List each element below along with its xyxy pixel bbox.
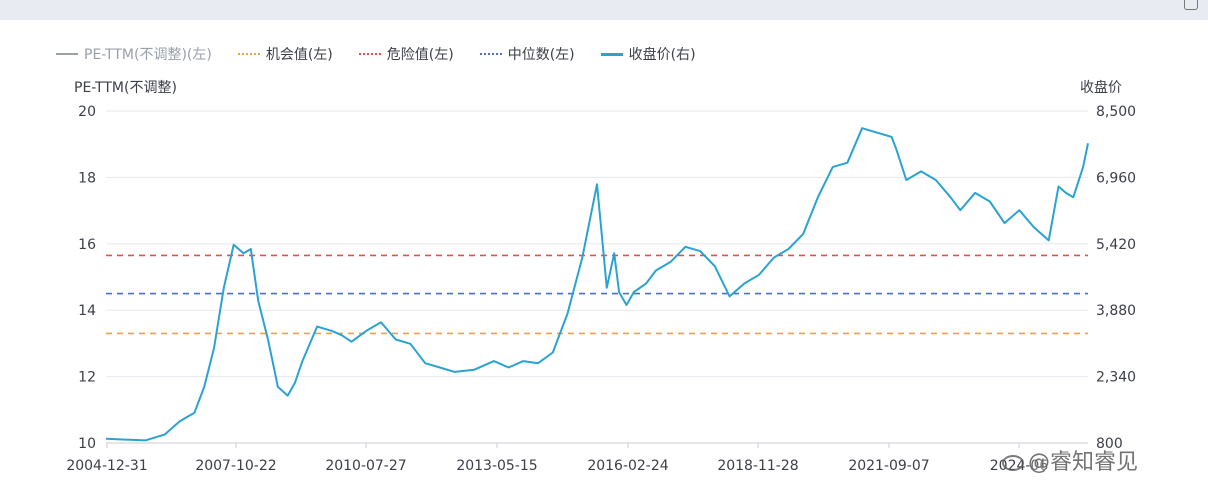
legend-item-median[interactable]: 中位数(左) [479,44,575,64]
left-tick-label: 12 [78,370,96,386]
right-tick-label: 800 [1096,436,1123,452]
legend-swatch-median [479,53,502,55]
legend: PE-TTM(不调整)(左) 机会值(左) 危险值(左) 中位数(左) 收盘价(… [56,44,722,64]
left-tick-label: 10 [78,436,96,452]
watermark: @睿知睿见 [1002,444,1138,476]
right-tick-label: 2,340 [1096,370,1136,386]
right-axis-title: 收盘价 [1080,80,1122,96]
left-axis-title: PE-TTM(不调整) [74,80,177,96]
x-tick-label: 2018-11-28 [717,458,798,474]
left-tick-label: 14 [78,303,96,319]
legend-swatch-pe [56,53,78,55]
legend-item-pe[interactable]: PE-TTM(不调整)(左) [56,44,212,64]
left-tick-label: 18 [78,170,96,186]
series-line [105,127,1089,442]
legend-swatch-danger [358,53,381,55]
legend-item-danger[interactable]: 危险值(左) [358,44,454,64]
watermark-logo-icon [1002,455,1024,471]
legend-label-close: 收盘价(右) [628,47,696,63]
legend-label-opportunity: 机会值(左) [265,47,333,63]
x-tick-label: 2016-02-24 [587,458,668,474]
left-tick-label: 20 [78,104,96,120]
x-tick-label: 2007-10-22 [195,458,276,474]
watermark-text: @睿知睿见 [1028,450,1139,475]
legend-swatch-opportunity [237,53,260,55]
legend-label-median: 中位数(左) [507,47,575,63]
x-tick-label: 2021-09-07 [848,458,929,474]
x-tick-label: 2013-05-15 [456,458,537,474]
right-tick-label: 5,420 [1096,237,1136,253]
legend-swatch-close [600,52,623,56]
x-tick-label: 2004-12-31 [66,458,147,474]
right-tick-label: 6,960 [1096,170,1136,186]
legend-label-pe: PE-TTM(不调整)(左) [84,47,212,63]
left-tick-label: 16 [78,237,96,253]
x-tick-label: 2010-07-27 [325,458,406,474]
legend-item-opportunity[interactable]: 机会值(左) [237,44,333,64]
legend-item-close[interactable]: 收盘价(右) [600,44,696,64]
download-icon[interactable] [1184,0,1198,10]
right-tick-label: 3,880 [1096,303,1136,319]
right-tick-label: 8,500 [1096,104,1136,120]
legend-label-danger: 危险值(左) [386,47,454,63]
